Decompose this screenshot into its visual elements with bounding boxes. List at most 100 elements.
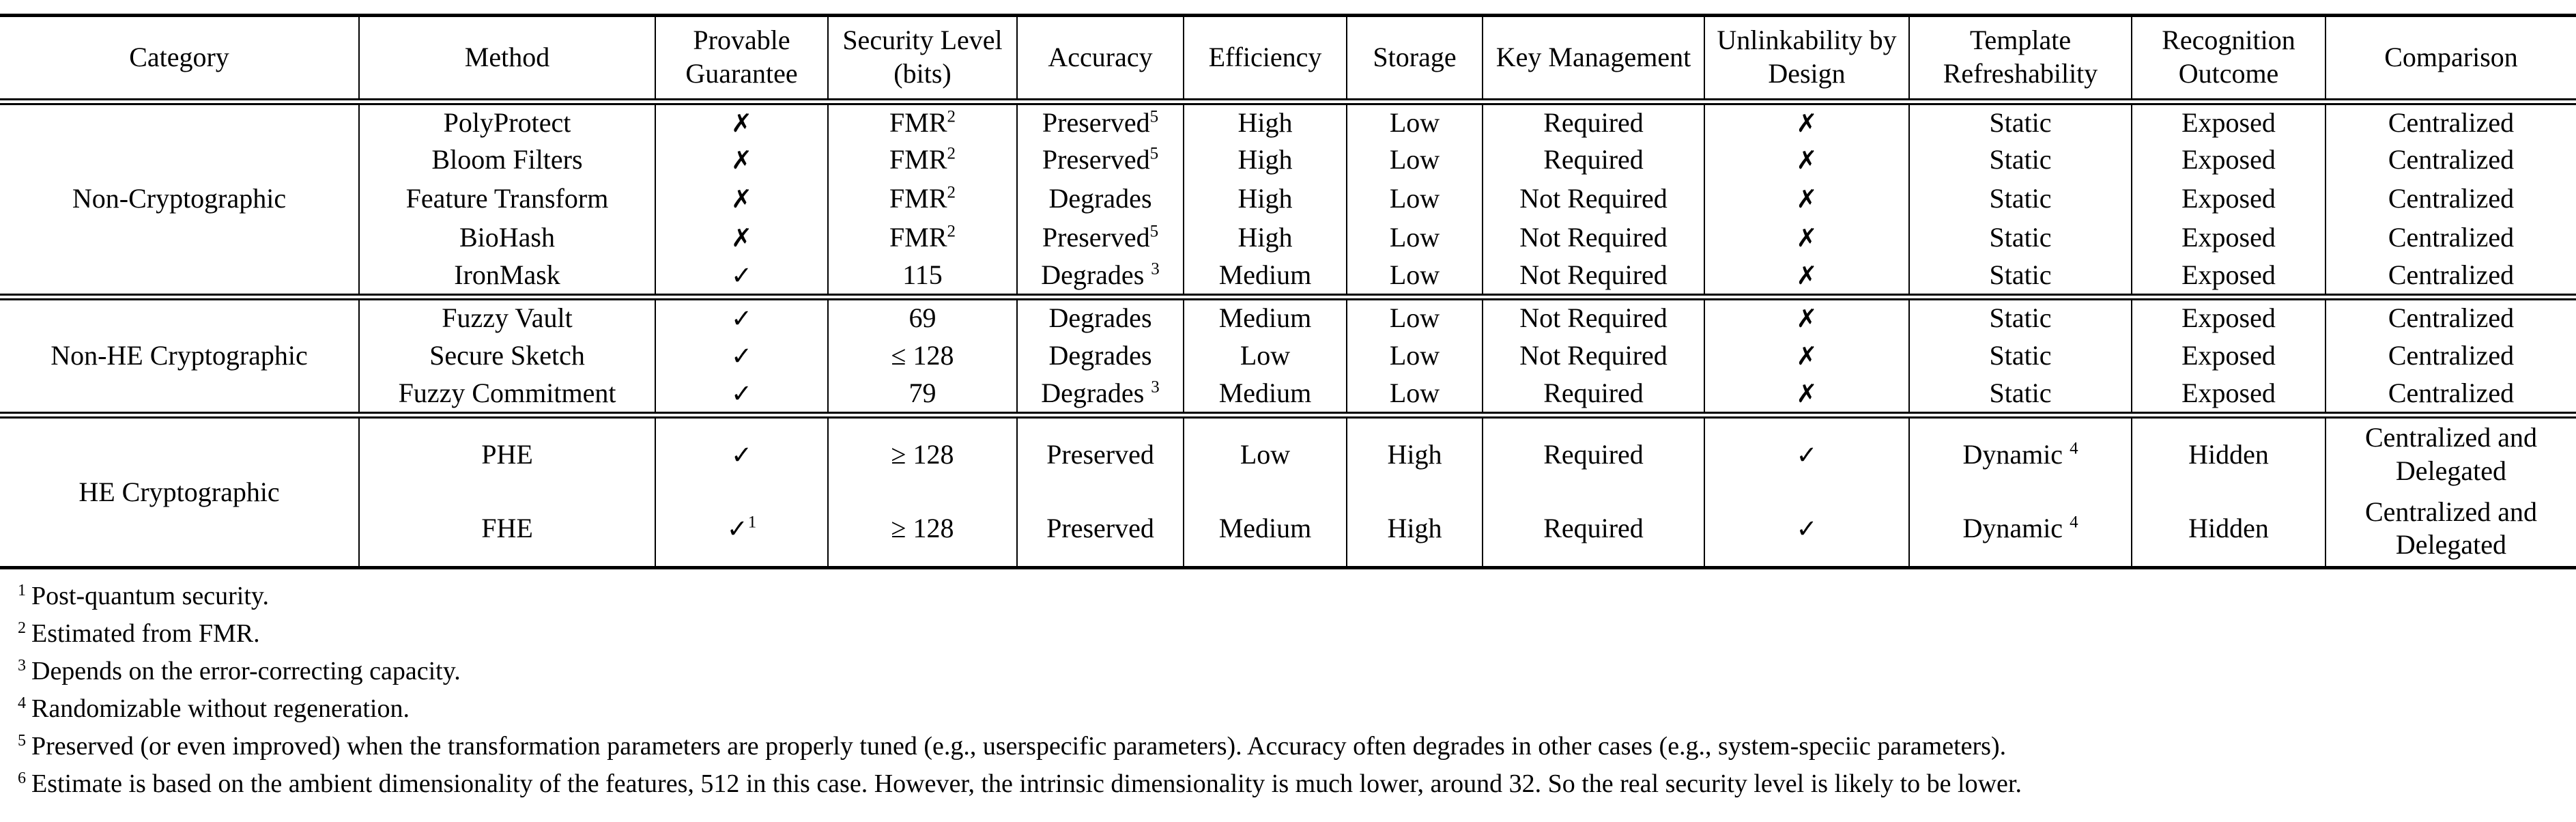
cell-value: Degrades — [1041, 259, 1151, 291]
table-cell: 69 — [827, 297, 1017, 337]
cell-value: High — [1237, 107, 1293, 138]
footnote-marker: 1 — [18, 581, 26, 599]
column-header-security-level: Security Level (bits) — [827, 15, 1017, 102]
cell-value: Preserved — [1046, 513, 1154, 544]
column-header-efficiency: Efficiency — [1183, 15, 1347, 102]
cross-icon: ✗ — [730, 223, 752, 253]
table-cell: ✗ — [1704, 297, 1909, 337]
cell-value: Degrades — [1041, 377, 1151, 408]
table-cell: ≥ 128 — [827, 414, 1017, 492]
method-cell: IronMask — [358, 257, 655, 298]
footnote: 3 Depends on the error-correcting capacit… — [18, 653, 2576, 690]
cell-value: High — [1237, 222, 1293, 253]
footnote-text: Estimate is based on the ambient dimensi… — [31, 769, 2022, 799]
table-cell: 115 — [827, 257, 1017, 298]
cell-value: Low — [1389, 377, 1440, 408]
footnote-ref: 4 — [2070, 439, 2078, 458]
cell-value: Preserved — [1042, 222, 1150, 253]
footnote-text: Randomizable without regeneration. — [31, 694, 410, 724]
table-cell: ✓ — [655, 414, 828, 492]
category-cell: Non-HE Cryptographic — [51, 339, 308, 371]
table-cell: ✗ — [655, 218, 828, 258]
table-row: FHE ✓1 ≥ 128 Preserved Medium High Required ✓ Dy… — [0, 491, 2576, 568]
table-cell: Static — [1908, 375, 2132, 415]
table-cell: Exposed — [2131, 180, 2325, 219]
cell-value: Centralized — [2388, 302, 2515, 334]
cell-value: Preserved — [1046, 438, 1154, 470]
cell-value: ≥ 128 — [891, 513, 954, 544]
table-cell: Low — [1346, 257, 1483, 298]
cross-icon: ✗ — [1796, 184, 1818, 214]
table-cell: Low — [1346, 297, 1483, 337]
footnote-marker: 3 — [18, 656, 26, 675]
table-cell: ≤ 128 — [827, 336, 1017, 375]
cell-value: ≤ 128 — [891, 339, 954, 371]
table-cell: 79 — [827, 375, 1017, 415]
table-cell: Centralized — [2325, 141, 2576, 180]
footnote-marker: 6 — [18, 769, 26, 787]
table-group-non-he-cryptographic: Non-HE Cryptographic Fuzzy Vault ✓ 69 Degrad… — [0, 297, 2576, 415]
cell-value: Hidden — [2188, 438, 2269, 470]
cell-value: Degrades — [1048, 183, 1152, 214]
cell-value: Static — [1989, 302, 2052, 334]
table-cell: ✗ — [1704, 218, 1909, 258]
table-cell: Preserved — [1016, 491, 1184, 568]
cell-value: Static — [1989, 183, 2052, 214]
table-cell: Not Required — [1482, 336, 1704, 375]
cross-icon: ✗ — [1796, 223, 1818, 253]
table-cell: Medium — [1183, 375, 1347, 415]
method-comparison-table: Category Method Provable Guarantee Secur… — [0, 14, 2576, 570]
cell-value: Medium — [1218, 302, 1312, 334]
footnote-marker: 5 — [18, 731, 26, 750]
cell-value: ≥ 128 — [891, 438, 954, 470]
check-icon: ✓ — [730, 378, 752, 408]
table-cell: ✓ — [655, 297, 828, 337]
table-cell: Exposed — [2131, 375, 2325, 415]
table-cell: High — [1183, 218, 1347, 258]
cell-value: Not Required — [1519, 222, 1668, 253]
footnote-text: Preserved (or even improved) when the tr… — [31, 732, 2007, 761]
cell-value: High — [1237, 144, 1293, 175]
table-cell: Low — [1346, 141, 1483, 180]
table-cell: ✗ — [1704, 180, 1909, 219]
table-cell: FMR2 — [827, 141, 1017, 180]
cell-value: Not Required — [1519, 302, 1668, 334]
cell-value: Preserved — [1042, 107, 1150, 138]
table-cell: Medium — [1183, 257, 1347, 298]
column-header-key-management: Key Management — [1482, 15, 1704, 102]
cell-value: Required — [1543, 377, 1644, 408]
table-cell: High — [1346, 414, 1483, 492]
table-row: IronMask ✓ 115 Degrades 3 Medium Low Not Requi… — [0, 257, 2576, 298]
table-row: Non-Cryptographic PolyProtect ✗ FMR2 Preserv… — [0, 101, 2576, 214]
table-cell: ✓ — [1704, 414, 1909, 492]
cell-value: Low — [1389, 183, 1440, 214]
table-group-non-cryptographic: Non-Cryptographic PolyProtect ✗ FMR2 Preserv… — [0, 101, 2576, 298]
table-group-he-cryptographic: HE Cryptographic PHE ✓ ≥ 128 Preserved Low Hig… — [0, 414, 2576, 568]
column-header-template-refreshability: Template Refreshability — [1908, 15, 2132, 102]
cell-value: FMR — [889, 107, 947, 138]
footnote-marker: 2 — [18, 619, 26, 637]
table-row: Non-HE Cryptographic Fuzzy Vault ✓ 69 Degrad… — [0, 297, 2576, 371]
table-cell: ✓ — [655, 257, 828, 298]
table-row: Bloom Filters ✗ FMR2 Preserved5 High Low Requi… — [0, 141, 2576, 180]
footnote-text: Estimated from FMR. — [31, 619, 260, 649]
table-cell: ✗ — [655, 141, 828, 180]
cell-value: Preserved — [1042, 144, 1150, 175]
table-cell: ✗ — [1704, 141, 1909, 180]
cell-value: Low — [1389, 259, 1440, 291]
cell-value: Centralized — [2388, 107, 2515, 138]
table-cell: Medium — [1183, 297, 1347, 337]
footnote-ref: 2 — [947, 184, 956, 203]
table-cell: Centralized — [2325, 180, 2576, 219]
table-cell: Centralized — [2325, 218, 2576, 258]
table-row: BioHash ✗ FMR2 Preserved5 High Low Not Require… — [0, 218, 2576, 258]
cell-value: Centralized — [2388, 339, 2515, 371]
check-icon: ✓ — [730, 304, 752, 334]
table-cell: Preserved5 — [1016, 218, 1184, 258]
table-cell: High — [1183, 180, 1347, 219]
table-cell: ✗ — [1704, 101, 1909, 141]
table-cell: Low — [1183, 414, 1347, 492]
table-cell: Not Required — [1482, 257, 1704, 298]
table-cell: Low — [1346, 336, 1483, 375]
method-cell: Fuzzy Vault — [358, 297, 655, 337]
